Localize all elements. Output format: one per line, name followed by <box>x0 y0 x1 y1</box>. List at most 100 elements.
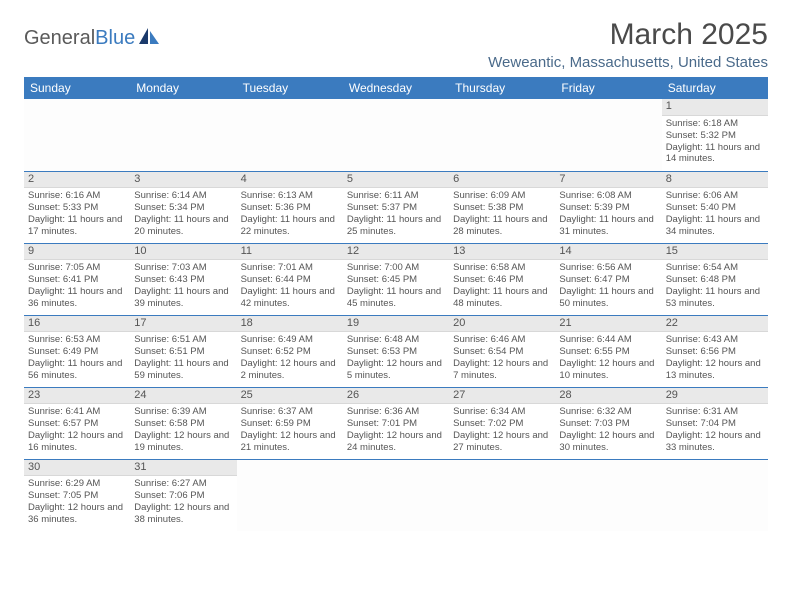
sunset-text: Sunset: 6:51 PM <box>134 346 232 358</box>
daylight-text: Daylight: 11 hours and 48 minutes. <box>453 286 551 310</box>
calendar-cell: 30Sunrise: 6:29 AMSunset: 7:05 PMDayligh… <box>24 459 130 531</box>
calendar-cell: 11Sunrise: 7:01 AMSunset: 6:44 PMDayligh… <box>237 243 343 315</box>
sunset-text: Sunset: 6:44 PM <box>241 274 339 286</box>
day-number: 5 <box>343 172 449 189</box>
daylight-text: Daylight: 12 hours and 13 minutes. <box>666 358 764 382</box>
day-number: 18 <box>237 316 343 333</box>
calendar-cell: 17Sunrise: 6:51 AMSunset: 6:51 PMDayligh… <box>130 315 236 387</box>
day-header: Monday <box>130 77 236 99</box>
day-number: 22 <box>662 316 768 333</box>
daylight-text: Daylight: 12 hours and 7 minutes. <box>453 358 551 382</box>
daylight-text: Daylight: 11 hours and 25 minutes. <box>347 214 445 238</box>
day-number: 17 <box>130 316 236 333</box>
day-header: Wednesday <box>343 77 449 99</box>
calendar-cell <box>449 99 555 171</box>
calendar-cell: 19Sunrise: 6:48 AMSunset: 6:53 PMDayligh… <box>343 315 449 387</box>
day-number: 28 <box>555 388 661 405</box>
day-number: 4 <box>237 172 343 189</box>
sunrise-text: Sunrise: 6:49 AM <box>241 334 339 346</box>
calendar-cell: 23Sunrise: 6:41 AMSunset: 6:57 PMDayligh… <box>24 387 130 459</box>
sunset-text: Sunset: 5:40 PM <box>666 202 764 214</box>
daylight-text: Daylight: 11 hours and 14 minutes. <box>666 142 764 166</box>
daylight-text: Daylight: 12 hours and 38 minutes. <box>134 502 232 526</box>
calendar-cell <box>343 459 449 531</box>
logo-text: GeneralBlue <box>24 27 135 50</box>
sunrise-text: Sunrise: 6:29 AM <box>28 478 126 490</box>
calendar-cell <box>449 459 555 531</box>
sail-icon <box>137 26 161 51</box>
calendar-cell: 24Sunrise: 6:39 AMSunset: 6:58 PMDayligh… <box>130 387 236 459</box>
calendar-cell <box>343 99 449 171</box>
daylight-text: Daylight: 11 hours and 42 minutes. <box>241 286 339 310</box>
sunrise-text: Sunrise: 6:37 AM <box>241 406 339 418</box>
calendar-cell: 4Sunrise: 6:13 AMSunset: 5:36 PMDaylight… <box>237 171 343 243</box>
daylight-text: Daylight: 11 hours and 28 minutes. <box>453 214 551 238</box>
day-number: 31 <box>130 460 236 477</box>
sunrise-text: Sunrise: 6:31 AM <box>666 406 764 418</box>
calendar-cell: 27Sunrise: 6:34 AMSunset: 7:02 PMDayligh… <box>449 387 555 459</box>
daylight-text: Daylight: 12 hours and 30 minutes. <box>559 430 657 454</box>
sunrise-text: Sunrise: 6:09 AM <box>453 190 551 202</box>
day-number: 2 <box>24 172 130 189</box>
daylight-text: Daylight: 12 hours and 5 minutes. <box>347 358 445 382</box>
daylight-text: Daylight: 11 hours and 17 minutes. <box>28 214 126 238</box>
sunset-text: Sunset: 6:54 PM <box>453 346 551 358</box>
sunrise-text: Sunrise: 6:48 AM <box>347 334 445 346</box>
sunset-text: Sunset: 6:57 PM <box>28 418 126 430</box>
sunrise-text: Sunrise: 6:53 AM <box>28 334 126 346</box>
sunset-text: Sunset: 5:32 PM <box>666 130 764 142</box>
sunrise-text: Sunrise: 6:32 AM <box>559 406 657 418</box>
title-block: March 2025 Weweantic, Massachusetts, Uni… <box>488 18 768 71</box>
calendar-cell: 10Sunrise: 7:03 AMSunset: 6:43 PMDayligh… <box>130 243 236 315</box>
calendar-cell: 5Sunrise: 6:11 AMSunset: 5:37 PMDaylight… <box>343 171 449 243</box>
day-number: 26 <box>343 388 449 405</box>
sunrise-text: Sunrise: 7:01 AM <box>241 262 339 274</box>
calendar-cell <box>555 99 661 171</box>
calendar-cell: 1Sunrise: 6:18 AMSunset: 5:32 PMDaylight… <box>662 99 768 171</box>
day-header: Saturday <box>662 77 768 99</box>
day-number: 6 <box>449 172 555 189</box>
day-header: Friday <box>555 77 661 99</box>
sunrise-text: Sunrise: 7:00 AM <box>347 262 445 274</box>
day-number: 3 <box>130 172 236 189</box>
daylight-text: Daylight: 12 hours and 16 minutes. <box>28 430 126 454</box>
sunset-text: Sunset: 6:52 PM <box>241 346 339 358</box>
daylight-text: Daylight: 12 hours and 36 minutes. <box>28 502 126 526</box>
calendar-cell: 31Sunrise: 6:27 AMSunset: 7:06 PMDayligh… <box>130 459 236 531</box>
daylight-text: Daylight: 12 hours and 10 minutes. <box>559 358 657 382</box>
day-number: 7 <box>555 172 661 189</box>
sunset-text: Sunset: 7:06 PM <box>134 490 232 502</box>
day-number: 9 <box>24 244 130 261</box>
calendar-cell: 29Sunrise: 6:31 AMSunset: 7:04 PMDayligh… <box>662 387 768 459</box>
sunrise-text: Sunrise: 6:39 AM <box>134 406 232 418</box>
day-header: Sunday <box>24 77 130 99</box>
calendar-week-row: 16Sunrise: 6:53 AMSunset: 6:49 PMDayligh… <box>24 315 768 387</box>
daylight-text: Daylight: 11 hours and 50 minutes. <box>559 286 657 310</box>
daylight-text: Daylight: 11 hours and 31 minutes. <box>559 214 657 238</box>
sunset-text: Sunset: 7:05 PM <box>28 490 126 502</box>
logo-part2: Blue <box>95 27 135 49</box>
day-number: 25 <box>237 388 343 405</box>
sunset-text: Sunset: 5:38 PM <box>453 202 551 214</box>
daylight-text: Daylight: 11 hours and 45 minutes. <box>347 286 445 310</box>
calendar-cell: 7Sunrise: 6:08 AMSunset: 5:39 PMDaylight… <box>555 171 661 243</box>
calendar-cell: 22Sunrise: 6:43 AMSunset: 6:56 PMDayligh… <box>662 315 768 387</box>
sunset-text: Sunset: 6:53 PM <box>347 346 445 358</box>
sunset-text: Sunset: 6:41 PM <box>28 274 126 286</box>
sunset-text: Sunset: 7:01 PM <box>347 418 445 430</box>
daylight-text: Daylight: 11 hours and 59 minutes. <box>134 358 232 382</box>
daylight-text: Daylight: 12 hours and 2 minutes. <box>241 358 339 382</box>
calendar-week-row: 2Sunrise: 6:16 AMSunset: 5:33 PMDaylight… <box>24 171 768 243</box>
daylight-text: Daylight: 12 hours and 27 minutes. <box>453 430 551 454</box>
day-number: 30 <box>24 460 130 477</box>
day-number: 21 <box>555 316 661 333</box>
day-number: 20 <box>449 316 555 333</box>
calendar-cell: 26Sunrise: 6:36 AMSunset: 7:01 PMDayligh… <box>343 387 449 459</box>
calendar-cell: 8Sunrise: 6:06 AMSunset: 5:40 PMDaylight… <box>662 171 768 243</box>
calendar-week-row: 30Sunrise: 6:29 AMSunset: 7:05 PMDayligh… <box>24 459 768 531</box>
sunset-text: Sunset: 6:55 PM <box>559 346 657 358</box>
daylight-text: Daylight: 11 hours and 53 minutes. <box>666 286 764 310</box>
sunset-text: Sunset: 7:04 PM <box>666 418 764 430</box>
day-number: 27 <box>449 388 555 405</box>
daylight-text: Daylight: 11 hours and 36 minutes. <box>28 286 126 310</box>
